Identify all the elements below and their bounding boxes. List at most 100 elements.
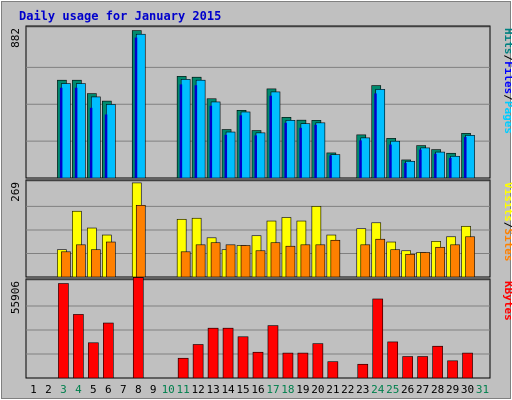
bar-files bbox=[404, 162, 407, 178]
bar-files bbox=[449, 157, 452, 178]
bar-files bbox=[389, 144, 392, 178]
bar-pages bbox=[330, 154, 341, 179]
legend-entry: / bbox=[502, 94, 512, 101]
x-tick-label: 18 bbox=[281, 383, 294, 396]
x-tick-label: 3 bbox=[60, 383, 67, 396]
bar-kbytes bbox=[73, 314, 84, 379]
x-tick-label: 23 bbox=[356, 383, 369, 396]
bar-sites bbox=[135, 204, 146, 278]
bar-pages bbox=[180, 79, 191, 179]
x-tick-label: 15 bbox=[236, 383, 249, 396]
bar-files bbox=[359, 140, 362, 178]
legend-entry: KBytes bbox=[502, 281, 512, 321]
bar-sites bbox=[195, 244, 206, 278]
bar-sites bbox=[360, 244, 371, 278]
bar-kbytes bbox=[402, 356, 413, 379]
bar-files bbox=[194, 85, 198, 178]
bar-files bbox=[329, 155, 332, 178]
bar-kbytes bbox=[387, 341, 399, 379]
bar-kbytes bbox=[327, 361, 339, 379]
x-tick-label: 8 bbox=[135, 383, 142, 396]
x-tick-label: 10 bbox=[162, 383, 175, 396]
bar-files bbox=[74, 87, 78, 178]
bar-pages bbox=[450, 155, 460, 179]
bar-pages bbox=[210, 101, 221, 179]
bar-files bbox=[134, 37, 138, 179]
x-axis-labels: 1 2 3 4 5 6 7 8 9 10 11 12 13 14 15 16 17 18 19 20 21 22 23 24 2… bbox=[30, 383, 489, 396]
bar-kbytes bbox=[297, 352, 309, 379]
bar-pages bbox=[106, 104, 116, 179]
bar-pages bbox=[255, 132, 266, 179]
bar-kbytes bbox=[462, 352, 473, 379]
bar-sites bbox=[270, 242, 281, 278]
bar-pages bbox=[270, 91, 281, 179]
bar-sites bbox=[106, 241, 116, 278]
bar-files bbox=[269, 95, 272, 178]
bar-kbytes bbox=[312, 343, 324, 379]
x-tick-label: 11 bbox=[177, 383, 190, 396]
bar-pages bbox=[285, 120, 296, 179]
x-tick-label: 12 bbox=[192, 383, 205, 396]
bar-sites bbox=[240, 245, 251, 278]
bar-sites bbox=[300, 244, 311, 278]
panels: 882Hits/Files/Pages269Visits/Sites55906K… bbox=[9, 25, 512, 379]
legend-entry: / bbox=[502, 222, 512, 229]
x-tick-label: 20 bbox=[311, 383, 324, 396]
bar-pages bbox=[360, 137, 371, 179]
x-tick-label: 25 bbox=[386, 383, 399, 396]
x-tick-label: 13 bbox=[206, 383, 219, 396]
bar-kbytes bbox=[237, 336, 249, 379]
bar-kbytes bbox=[177, 357, 189, 379]
x-tick-label: 2 bbox=[45, 383, 52, 396]
bar-files bbox=[464, 137, 467, 178]
bar-files bbox=[104, 114, 108, 178]
bar-sites bbox=[285, 245, 296, 278]
bar-files bbox=[314, 124, 317, 178]
bar-files bbox=[224, 134, 228, 178]
bar-pages bbox=[420, 147, 430, 179]
panel-legend: KBytes bbox=[502, 281, 512, 321]
bar-pages bbox=[240, 111, 251, 179]
chart-title: Daily usage for January 2015 bbox=[19, 9, 221, 23]
x-tick-label: 31 bbox=[476, 383, 489, 396]
x-tick-label: 28 bbox=[431, 383, 444, 396]
bar-pages bbox=[61, 83, 71, 179]
legend-entry: Sites bbox=[502, 228, 512, 261]
bar-kbytes bbox=[267, 325, 279, 379]
legend-entry: Files bbox=[502, 61, 512, 94]
bar-files bbox=[434, 153, 437, 178]
bar-files bbox=[239, 115, 243, 178]
bar-sites bbox=[315, 244, 326, 278]
bar-sites bbox=[210, 242, 221, 278]
bar-files bbox=[254, 135, 257, 178]
bar-files bbox=[299, 127, 302, 178]
x-tick-label: 24 bbox=[371, 383, 385, 396]
legend-entry: Pages bbox=[502, 101, 512, 134]
bar-pages bbox=[435, 151, 445, 179]
bar-sites bbox=[435, 246, 445, 278]
x-tick-label: 9 bbox=[150, 383, 157, 396]
bar-sites bbox=[61, 251, 71, 278]
bar-sites bbox=[405, 253, 415, 278]
bar-sites bbox=[420, 252, 430, 278]
bar-sites bbox=[76, 244, 86, 278]
bar-sites bbox=[255, 250, 266, 278]
x-tick-label: 6 bbox=[105, 383, 112, 396]
bar-sites bbox=[465, 236, 475, 278]
x-tick-label: 30 bbox=[461, 383, 474, 396]
x-tick-label: 16 bbox=[251, 383, 264, 396]
x-tick-label: 5 bbox=[90, 383, 97, 396]
panel-legend: Visits/Sites bbox=[502, 182, 512, 262]
x-tick-label: 19 bbox=[296, 383, 309, 396]
bar-files bbox=[419, 149, 422, 178]
panel-visits-sites: 269 Visits/Sites bbox=[9, 179, 512, 278]
bar-kbytes bbox=[417, 356, 428, 379]
y-max-label: 882 bbox=[9, 28, 22, 48]
x-tick-label: 29 bbox=[446, 383, 459, 396]
x-tick-label: 21 bbox=[326, 383, 339, 396]
bar-pages bbox=[135, 33, 146, 179]
bar-pages bbox=[390, 140, 401, 179]
